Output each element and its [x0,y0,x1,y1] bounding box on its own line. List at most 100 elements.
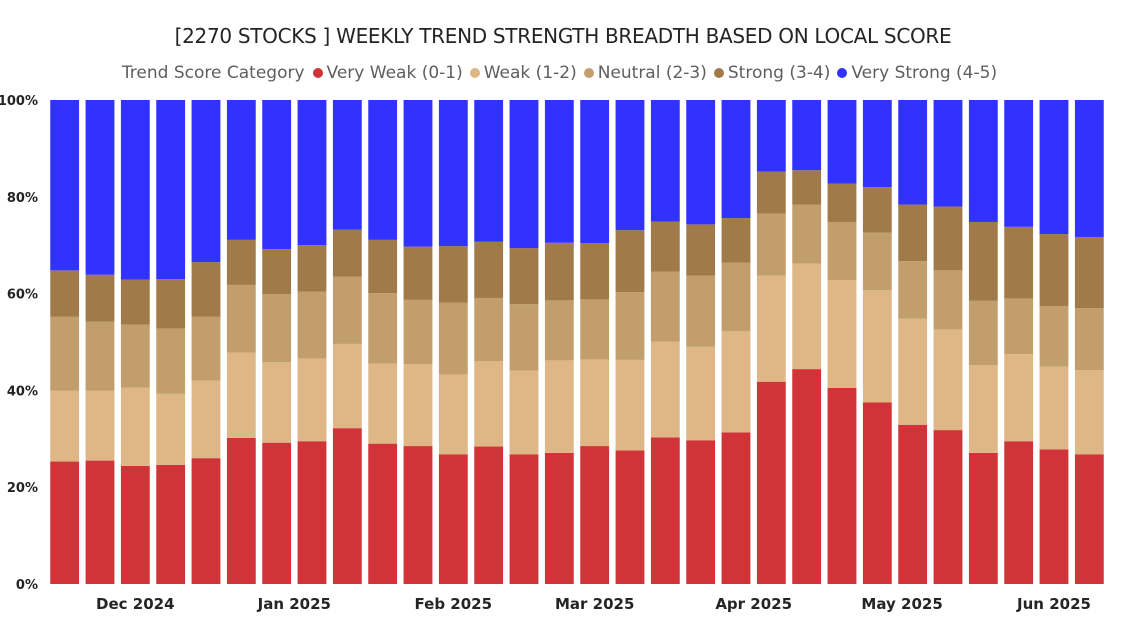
bar-segment-3-W8[interactable] [297,291,327,359]
bar-segment-5-W13[interactable] [474,100,504,242]
bar-segment-1-W17[interactable] [615,450,645,584]
bar-segment-2-W30[interactable] [1074,370,1104,455]
bar-segment-2-W27[interactable] [968,365,998,453]
bar-segment-2-W1[interactable] [50,390,80,462]
bar-segment-5-W3[interactable] [120,100,150,280]
bar-segment-2-W26[interactable] [933,329,963,431]
bar-segment-1-W16[interactable] [580,446,610,584]
bar-segment-3-W24[interactable] [862,232,892,291]
bar-segment-5-W17[interactable] [615,100,645,231]
bar-segment-4-W20[interactable] [721,218,751,263]
bar-segment-2-W5[interactable] [191,380,221,459]
bar-segment-2-W20[interactable] [721,331,751,433]
bar-segment-1-W18[interactable] [650,437,680,584]
bar-segment-2-W6[interactable] [226,352,256,438]
bar-segment-1-W21[interactable] [756,381,786,584]
bar-segment-1-W10[interactable] [368,443,398,584]
bar-segment-2-W24[interactable] [862,290,892,403]
bar-segment-3-W18[interactable] [650,271,680,342]
bar-segment-2-W23[interactable] [827,280,857,388]
bar-segment-5-W26[interactable] [933,100,963,207]
bar-segment-2-W10[interactable] [368,363,398,444]
bar-segment-2-W13[interactable] [474,361,504,447]
bar-segment-5-W21[interactable] [756,100,786,172]
bar-segment-5-W6[interactable] [226,100,256,240]
bar-segment-5-W2[interactable] [85,100,115,275]
bar-segment-5-W14[interactable] [509,100,539,249]
bar-segment-3-W6[interactable] [226,284,256,353]
bar-segment-5-W9[interactable] [332,100,362,230]
bar-segment-3-W15[interactable] [544,300,574,361]
legend-item-very-strong[interactable]: Very Strong (4-5) [837,63,997,83]
bar-segment-1-W12[interactable] [438,454,468,584]
bar-segment-5-W4[interactable] [156,100,186,280]
bar-segment-5-W12[interactable] [438,100,468,247]
bar-segment-3-W29[interactable] [1039,306,1069,367]
bar-segment-4-W27[interactable] [968,221,998,301]
bar-segment-4-W5[interactable] [191,262,221,317]
legend-item-strong[interactable]: Strong (3-4) [713,63,830,83]
bar-segment-1-W4[interactable] [156,464,186,584]
bar-segment-5-W11[interactable] [403,100,433,247]
bar-segment-2-W15[interactable] [544,360,574,453]
bar-segment-4-W16[interactable] [580,243,610,300]
bar-segment-5-W15[interactable] [544,100,574,243]
bar-segment-1-W13[interactable] [474,446,504,584]
bar-segment-1-W15[interactable] [544,452,574,584]
bar-segment-2-W16[interactable] [580,359,610,447]
bar-segment-4-W6[interactable] [226,239,256,285]
bar-segment-4-W22[interactable] [792,170,822,205]
bar-segment-5-W25[interactable] [898,100,928,205]
bar-segment-4-W18[interactable] [650,221,680,272]
bar-segment-4-W8[interactable] [297,245,327,292]
bar-segment-4-W28[interactable] [1004,226,1034,299]
bar-segment-3-W7[interactable] [262,294,292,363]
bar-segment-1-W7[interactable] [262,442,292,584]
bar-segment-3-W3[interactable] [120,324,150,388]
bar-segment-4-W14[interactable] [509,248,539,305]
bar-segment-4-W19[interactable] [686,224,716,276]
bar-segment-5-W28[interactable] [1004,100,1034,227]
bar-segment-4-W26[interactable] [933,206,963,271]
bar-segment-2-W19[interactable] [686,346,716,441]
bar-segment-2-W4[interactable] [156,393,186,465]
bar-segment-2-W25[interactable] [898,318,928,425]
bar-segment-3-W5[interactable] [191,316,221,381]
bar-segment-4-W13[interactable] [474,241,504,298]
bar-segment-3-W25[interactable] [898,261,928,319]
legend-item-neutral[interactable]: Neutral (2-3) [583,63,707,83]
bar-segment-4-W23[interactable] [827,183,857,222]
bar-segment-2-W12[interactable] [438,374,468,455]
bar-segment-1-W30[interactable] [1074,454,1104,584]
bar-segment-1-W2[interactable] [85,460,115,584]
bar-segment-3-W30[interactable] [1074,308,1104,371]
bar-segment-3-W23[interactable] [827,221,857,281]
bar-segment-3-W10[interactable] [368,293,398,364]
bar-segment-1-W29[interactable] [1039,449,1069,584]
bar-segment-3-W9[interactable] [332,276,362,344]
bar-segment-2-W22[interactable] [792,263,822,370]
bar-segment-2-W17[interactable] [615,359,645,451]
bar-segment-3-W12[interactable] [438,302,468,375]
bar-segment-5-W20[interactable] [721,100,751,219]
bar-segment-5-W24[interactable] [862,100,892,188]
bar-segment-4-W3[interactable] [120,279,150,325]
bar-segment-4-W12[interactable] [438,246,468,303]
bar-segment-4-W7[interactable] [262,249,292,295]
bar-segment-2-W8[interactable] [297,358,327,442]
bar-segment-5-W16[interactable] [580,100,610,244]
bar-segment-3-W14[interactable] [509,304,539,371]
bar-segment-2-W29[interactable] [1039,366,1069,450]
bar-segment-1-W11[interactable] [403,446,433,584]
bar-segment-4-W24[interactable] [862,187,892,233]
bar-segment-1-W8[interactable] [297,441,327,584]
bar-segment-2-W18[interactable] [650,341,680,438]
bar-segment-4-W4[interactable] [156,279,186,329]
bar-segment-1-W19[interactable] [686,440,716,584]
bar-segment-4-W1[interactable] [50,270,80,317]
bar-segment-4-W15[interactable] [544,242,574,301]
bar-segment-5-W8[interactable] [297,100,327,246]
bar-segment-4-W29[interactable] [1039,234,1069,307]
bar-segment-4-W11[interactable] [403,246,433,300]
bar-segment-4-W2[interactable] [85,274,115,322]
